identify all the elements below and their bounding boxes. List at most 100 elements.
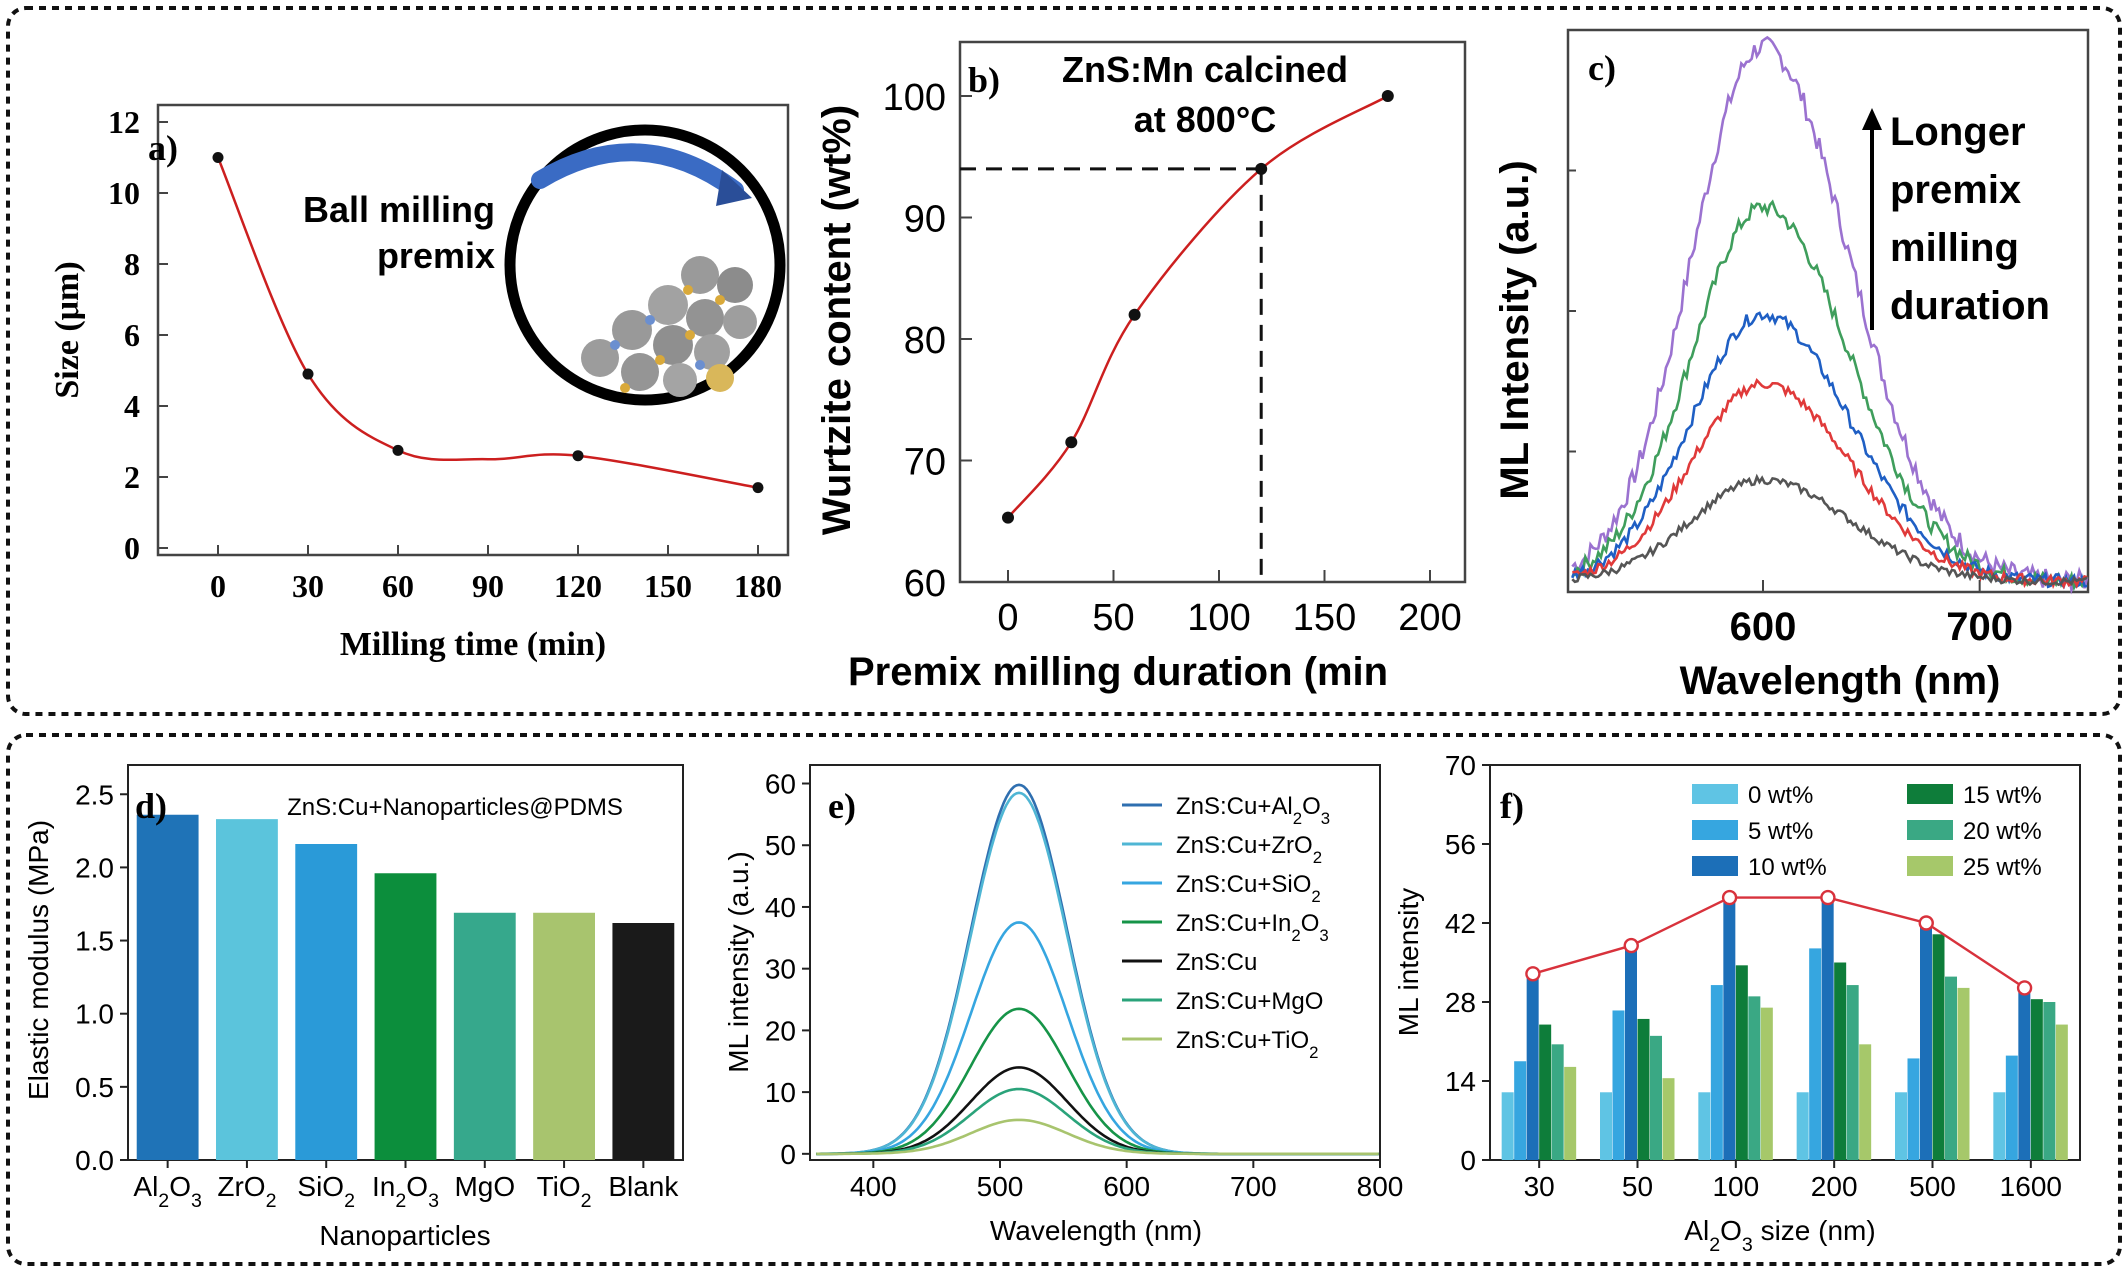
- panel-a-point: [572, 450, 584, 462]
- panel-f-bar: [1932, 934, 1945, 1160]
- panel-d-title: ZnS:Cu+Nanoparticles@PDMS: [287, 794, 623, 821]
- panel-f-legend-label: 15 wt%: [1963, 782, 2042, 809]
- panel-c: 600 700 c) ML Intensity (a.u.) Wavelength…: [1493, 28, 2090, 703]
- panel-d-ytick-label: 0.0: [75, 1145, 114, 1176]
- panel-f-bar: [1760, 1007, 1773, 1160]
- panel-d-bar: [136, 814, 199, 1160]
- panel-c-spectrum-line: [1571, 199, 2088, 592]
- milling-balls: [581, 256, 757, 397]
- panel-b-plot-frame: [958, 40, 1467, 584]
- panel-e-legend-label: ZnS:Cu: [1176, 949, 1257, 976]
- panel-e-ytick-label: 30: [765, 954, 796, 985]
- panel-f-bar: [1650, 1035, 1662, 1160]
- panel-e-ylabel: ML intensity (a.u.): [723, 851, 754, 1072]
- panel-f-trend-marker: [1820, 889, 1836, 906]
- panel-c-xlabel: Wavelength (nm): [1680, 659, 2001, 703]
- panel-f-legend-swatch: [1692, 820, 1738, 840]
- panel-f-bar: [1514, 1061, 1527, 1160]
- panel-e-ytick-label: 10: [765, 1077, 796, 1108]
- panel-f-bar: [1662, 1078, 1675, 1160]
- panel-a-annotation-line1: Ball milling: [303, 189, 495, 230]
- panel-e-spectrum-line: [816, 1118, 1379, 1156]
- panel-f-bar: [2030, 999, 2043, 1160]
- panel-d-bars: [136, 814, 675, 1160]
- panel-b-label: b): [968, 60, 1000, 100]
- panel-e-spectra: [816, 783, 1379, 1156]
- panel-d-xlabel: Nanoparticles: [319, 1220, 490, 1251]
- panel-d-xtick-label: Blank: [608, 1171, 679, 1202]
- panel-f-bar: [1859, 1044, 1872, 1160]
- panel-d-axes: 0.0 0.5 1.0 1.5 2.0 2.5 Al2O3 ZrO2 SiO2 In2O3 MgO T…: [75, 779, 679, 1212]
- panel-a-ytick-label: 4: [124, 388, 140, 424]
- panel-b-xtick-label: 200: [1398, 597, 1461, 639]
- panel-f-bar: [1834, 962, 1847, 1160]
- panel-c-axes: 600 700: [1568, 169, 2013, 649]
- panel-f-bar: [1600, 1092, 1612, 1160]
- panel-d-bar: [612, 923, 675, 1160]
- panel-b-point: [1065, 436, 1078, 449]
- panel-a-ytick-label: 12: [108, 104, 140, 140]
- panel-b-title-line2: at 800°C: [1134, 99, 1276, 140]
- panel-b-ytick-label: 100: [883, 77, 946, 119]
- panel-f-bar: [1907, 1058, 1920, 1160]
- panel-f-xtick-label: 500: [1909, 1171, 1956, 1202]
- panel-f-bar: [1637, 1018, 1650, 1160]
- panel-c-annotation-line4: duration: [1890, 284, 2050, 328]
- panel-c-annotation-line2: premix: [1890, 168, 2021, 212]
- panel-f-ytick-label: 56: [1445, 829, 1476, 860]
- panel-f-legend-label: 10 wt%: [1748, 854, 1827, 881]
- panel-d-bar: [295, 844, 358, 1160]
- panel-a-ylabel: Size (μm): [49, 261, 86, 398]
- panel-f-xtick-label: 50: [1622, 1171, 1653, 1202]
- panel-b: 60 70 80 90 100 0 50 100 150 200 b) ZnS:Mn calcin…: [815, 40, 1467, 694]
- panel-a-xtick-label: 0: [210, 568, 226, 604]
- panel-d-ytick-label: 1.5: [75, 926, 114, 957]
- panel-f-plot-frame: [1489, 764, 2081, 1161]
- panel-e-xtick-label: 800: [1357, 1171, 1404, 1202]
- panel-e-legend: ZnS:Cu+Al2O3 ZnS:Cu+ZrO2 ZnS:Cu+SiO2 ZnS:Cu…: [1122, 793, 1330, 1062]
- panel-e-legend-label: ZnS:Cu+MgO: [1176, 988, 1323, 1015]
- panel-f-ytick-label: 14: [1445, 1066, 1476, 1097]
- panel-f-xtick-label: 100: [1712, 1171, 1759, 1202]
- panel-c-ylabel: ML Intensity (a.u.): [1493, 160, 1537, 499]
- panel-f-ytick-label: 42: [1445, 908, 1476, 939]
- panel-e-legend-label: ZnS:Cu+Al2O3: [1176, 793, 1330, 828]
- panel-d-ytick-label: 0.5: [75, 1072, 114, 1103]
- panel-c-annotation-line3: milling: [1890, 226, 2019, 270]
- panel-f-bar: [1993, 1092, 2006, 1160]
- panel-e: 0 10 20 30 40 50 60 400 500 600 700 800 ZnS:Cu+Al2O…: [723, 764, 1404, 1246]
- panel-a-xtick-label: 60: [382, 568, 414, 604]
- panel-c-annotation-line1: Longer: [1890, 110, 2026, 154]
- panel-a-points: [212, 152, 764, 494]
- panel-f-bar: [1710, 985, 1723, 1160]
- panel-f-label: f): [1500, 786, 1524, 826]
- panel-d-ytick-label: 1.0: [75, 999, 114, 1030]
- panel-d-xtick-label: Al2O3: [133, 1171, 202, 1212]
- panel-a-point: [392, 444, 404, 456]
- panel-e-ytick-label: 50: [765, 830, 796, 861]
- panel-d-xtick-label: In2O3: [372, 1171, 439, 1212]
- panel-b-fit-curve: [1007, 94, 1389, 519]
- panel-b-axes: 60 70 80 90 100 0 50 100 150 200: [883, 77, 1462, 639]
- panel-e-xtick-label: 400: [850, 1171, 897, 1202]
- panel-d: 0.0 0.5 1.0 1.5 2.0 2.5 Al2O3 ZrO2 SiO2 In2O3 MgO T…: [23, 764, 684, 1251]
- panel-f-legend-swatch: [1692, 784, 1738, 804]
- panel-f-bar: [2018, 987, 2031, 1160]
- panel-f-ylabel: ML intensity: [1393, 888, 1424, 1036]
- panel-f-bar: [2055, 1024, 2068, 1160]
- ball-mill-jar-illustration: [504, 124, 786, 406]
- panel-c-spectrum-line: [1571, 311, 2088, 590]
- panel-e-label: e): [828, 786, 856, 826]
- panel-d-label: d): [135, 786, 167, 826]
- panel-f-bar: [1796, 1092, 1809, 1160]
- panel-e-legend-label: ZnS:Cu+TiO2: [1176, 1027, 1319, 1062]
- panel-c-spectra: [1571, 35, 2089, 595]
- panel-e-legend-label: ZnS:Cu+SiO2: [1176, 871, 1321, 906]
- panel-e-xtick-label: 700: [1230, 1171, 1277, 1202]
- panel-f-bar: [1625, 945, 1637, 1160]
- panel-d-ytick-label: 2.5: [75, 779, 114, 810]
- up-arrow-icon: [1862, 108, 1882, 130]
- panel-b-reference-lines: [960, 167, 1263, 582]
- panel-a-xtick-label: 150: [644, 568, 692, 604]
